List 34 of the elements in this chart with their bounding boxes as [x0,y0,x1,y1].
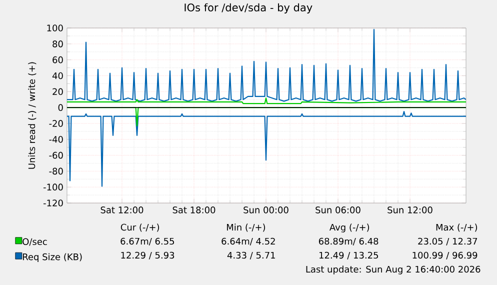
text: Cur (-/+) [120,224,160,232]
y-tick-label: -120 [43,200,63,206]
text: 100.99 / 96.99 [412,252,478,260]
legend-label: Req Size (KB) [22,253,82,262]
text: Max (-/+) [436,224,478,232]
legend-label: O/sec [22,238,47,246]
y-tick-label: 60 [52,56,63,64]
y-tick-label: -80 [49,168,63,175]
y-axis-title: Units read (-) / write (+) [28,62,36,169]
y-tick-label: -60 [49,152,63,159]
text: 4.33 / 5.71 [227,252,275,260]
y-tick-label: -100 [43,184,63,190]
chart-title: IOs for /dev/sda - by day [184,3,312,14]
text: 23.05 / 12.37 [418,238,478,246]
y-tick-label: 0 [58,104,63,111]
x-tick-label: Sat 18:00 [172,206,216,214]
y-tick-label: 40 [52,72,63,80]
x-tick-label: Sat 12:00 [100,206,144,214]
x-tick-label: Sun 12:00 [388,206,432,214]
text: 6.64m/ 4.52 [222,238,275,246]
text: Avg (-/+) [329,224,370,232]
text: Last update: Sun Aug 2 16:40:00 2026 [306,266,480,274]
x-tick-label: Sun 06:00 [316,206,360,214]
text: 68.89m/ 6.48 [318,238,378,246]
y-tick-label: -40 [49,136,63,143]
x-tick-label: Sun 00:00 [244,206,288,214]
text: Min (-/+) [227,224,266,232]
y-tick-label: 100 [47,24,63,32]
text: 6.67m/ 6.55 [120,238,174,246]
text: 12.29 / 5.93 [121,252,174,260]
y-tick-label: 80 [52,40,63,48]
y-tick-label: 20 [52,88,63,96]
text: 12.49 / 13.25 [320,252,378,260]
y-tick-label: -20 [49,120,63,127]
